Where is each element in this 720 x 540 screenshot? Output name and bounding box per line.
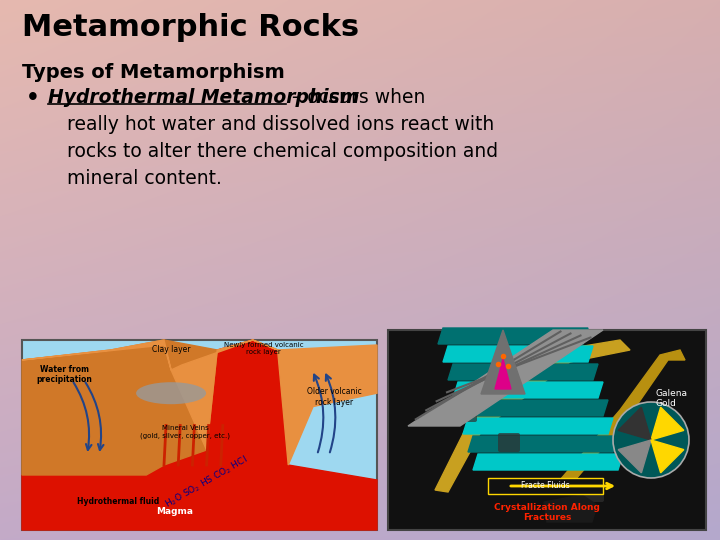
Text: Galena: Galena — [656, 389, 688, 399]
Polygon shape — [495, 359, 511, 389]
FancyBboxPatch shape — [420, 340, 705, 377]
Polygon shape — [453, 382, 603, 398]
FancyBboxPatch shape — [420, 377, 705, 405]
Text: Metamorphic Rocks: Metamorphic Rocks — [22, 13, 359, 42]
FancyBboxPatch shape — [488, 478, 603, 494]
Polygon shape — [651, 440, 684, 473]
Text: rocks to alter there chemical composition and: rocks to alter there chemical compositio… — [67, 142, 498, 161]
Polygon shape — [22, 340, 377, 465]
FancyBboxPatch shape — [420, 405, 705, 435]
Polygon shape — [468, 436, 618, 452]
Polygon shape — [458, 400, 608, 416]
Polygon shape — [560, 350, 685, 486]
FancyBboxPatch shape — [420, 435, 705, 470]
Text: Gold: Gold — [656, 400, 677, 408]
Text: H$_2$O SO$_2$ HS CO$_2$ HCl: H$_2$O SO$_2$ HS CO$_2$ HCl — [163, 454, 251, 511]
Circle shape — [613, 402, 689, 478]
Text: Types of Metamorphism: Types of Metamorphism — [22, 63, 284, 82]
Text: Clay layer: Clay layer — [152, 345, 190, 354]
FancyBboxPatch shape — [578, 480, 604, 502]
Polygon shape — [435, 340, 630, 492]
FancyBboxPatch shape — [388, 330, 706, 530]
Ellipse shape — [136, 382, 206, 404]
Polygon shape — [463, 418, 613, 434]
Text: Crystallization Along: Crystallization Along — [494, 503, 600, 512]
Polygon shape — [438, 328, 588, 344]
Text: •: • — [26, 88, 40, 108]
Polygon shape — [618, 407, 651, 440]
Text: Magma: Magma — [156, 507, 193, 516]
Text: mineral content.: mineral content. — [67, 169, 222, 188]
Polygon shape — [481, 330, 525, 394]
Text: Fracte Fluids: Fracte Fluids — [521, 482, 570, 490]
Text: Hydrothermal fluid: Hydrothermal fluid — [77, 497, 159, 507]
Polygon shape — [651, 407, 684, 440]
Polygon shape — [22, 340, 377, 530]
FancyBboxPatch shape — [22, 340, 377, 530]
Text: Mineral Veins
(gold, silver, copper, etc.): Mineral Veins (gold, silver, copper, etc… — [140, 426, 230, 439]
FancyBboxPatch shape — [420, 498, 705, 530]
FancyBboxPatch shape — [420, 340, 705, 530]
FancyBboxPatch shape — [420, 470, 705, 498]
Polygon shape — [473, 454, 623, 470]
Polygon shape — [22, 340, 217, 475]
Text: really hot water and dissolved ions react with: really hot water and dissolved ions reac… — [67, 115, 494, 134]
Polygon shape — [448, 364, 598, 380]
FancyBboxPatch shape — [448, 398, 477, 422]
Polygon shape — [408, 330, 603, 426]
FancyBboxPatch shape — [498, 433, 520, 452]
Polygon shape — [618, 440, 651, 473]
Text: – occurs when: – occurs when — [286, 88, 426, 107]
Text: Hydrothermal Metamorphism: Hydrothermal Metamorphism — [48, 88, 359, 107]
Text: Water from
precipitation: Water from precipitation — [36, 365, 92, 384]
Text: Fractures: Fractures — [523, 513, 571, 522]
Text: Older volcanic
rock layer: Older volcanic rock layer — [307, 387, 361, 407]
Polygon shape — [544, 495, 597, 522]
Text: Newly formed volcanic
rock layer: Newly formed volcanic rock layer — [224, 342, 303, 355]
Polygon shape — [443, 346, 593, 362]
